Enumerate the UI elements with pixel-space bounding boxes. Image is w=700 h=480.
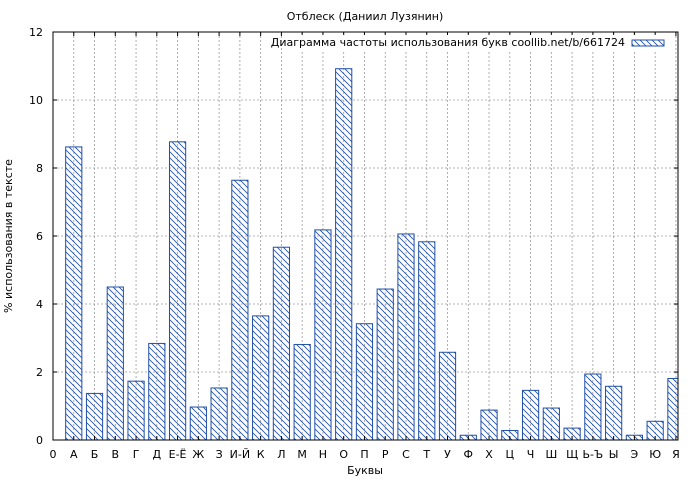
x-tick-label: А: [70, 448, 78, 461]
x-ticks: 0 А Б В Г Д Е-Ё Ж З И-Й К Л М Н О П Р С Т У Ф Х Ц Ч Ш Щ Ь-Ъ Ы Э Ю Я: [50, 32, 680, 461]
x-tick-label: Е-Ё: [169, 448, 187, 461]
bar: [542, 407, 560, 441]
bar: [314, 229, 332, 441]
x-tick-label: Ц: [506, 448, 515, 461]
x-tick-label: Д: [153, 448, 162, 461]
bar: [480, 409, 498, 441]
x-tick-label: Ы: [609, 448, 619, 461]
x-tick-label: Ф: [464, 448, 473, 461]
y-tick-label: 0: [36, 434, 43, 447]
bar: [210, 387, 228, 441]
bar: [376, 288, 394, 441]
bar: [252, 315, 270, 441]
x-tick-label: К: [257, 448, 265, 461]
x-tick-label: 0: [50, 448, 57, 461]
x-tick-label: З: [216, 448, 223, 461]
y-tick-label: 12: [29, 26, 43, 39]
bar: [148, 342, 166, 441]
bar: [397, 233, 415, 441]
x-tick-label: У: [444, 448, 451, 461]
bar: [127, 380, 145, 441]
x-tick-label: С: [402, 448, 410, 461]
x-tick-label: М: [297, 448, 307, 461]
bar: [355, 323, 374, 441]
x-tick-label: Я: [672, 448, 680, 461]
x-tick-label: Ь-Ъ: [583, 448, 604, 461]
x-tick-label: Э: [631, 448, 639, 461]
bar: [293, 343, 311, 441]
bar: [667, 377, 679, 441]
x-tick-label: В: [112, 448, 120, 461]
bar: [584, 373, 602, 441]
bar: [85, 392, 104, 441]
y-tick-label: 2: [36, 366, 43, 379]
bar: [335, 68, 353, 441]
y-ticks: 0 2 4 6 8 10 12: [29, 26, 678, 447]
x-tick-label: Т: [422, 448, 430, 461]
x-tick-label: П: [360, 448, 368, 461]
x-tick-label: Ч: [527, 448, 535, 461]
bar: [521, 389, 540, 441]
bar: [418, 241, 436, 441]
x-tick-label: Б: [91, 448, 99, 461]
legend-swatch: [631, 39, 665, 47]
x-tick-label: Г: [133, 448, 140, 461]
x-tick-label: О: [339, 448, 348, 461]
y-tick-label: 6: [36, 230, 43, 243]
y-tick-label: 4: [36, 298, 43, 311]
bar: [65, 146, 83, 441]
y-tick-label: 8: [36, 162, 43, 175]
bar: [605, 385, 623, 441]
x-tick-label: Н: [319, 448, 327, 461]
legend-label: Диаграмма частоты использования букв coo…: [271, 36, 625, 49]
x-tick-label: Л: [277, 448, 285, 461]
chart-title: Отблеск (Даниил Лузянин): [287, 10, 444, 23]
y-axis-label: % использования в тексте: [2, 159, 15, 313]
bars: [65, 68, 679, 441]
x-tick-label: Ю: [649, 448, 661, 461]
legend: Диаграмма частоты использования букв coo…: [271, 35, 672, 51]
x-tick-label: Ж: [192, 448, 204, 461]
x-tick-label: Р: [382, 448, 389, 461]
x-tick-label: Ш: [545, 448, 557, 461]
x-tick-label: И-Й: [230, 448, 250, 461]
x-axis-label: Буквы: [347, 464, 383, 477]
x-tick-label: Х: [485, 448, 493, 461]
bar: [106, 286, 124, 441]
bar: [272, 246, 291, 441]
y-tick-label: 10: [29, 94, 43, 107]
bar: [231, 179, 249, 441]
bar: [438, 351, 457, 441]
legend-background: [284, 35, 672, 51]
bar: [168, 141, 187, 441]
x-tick-label: Щ: [566, 448, 578, 461]
bar: [189, 406, 207, 441]
